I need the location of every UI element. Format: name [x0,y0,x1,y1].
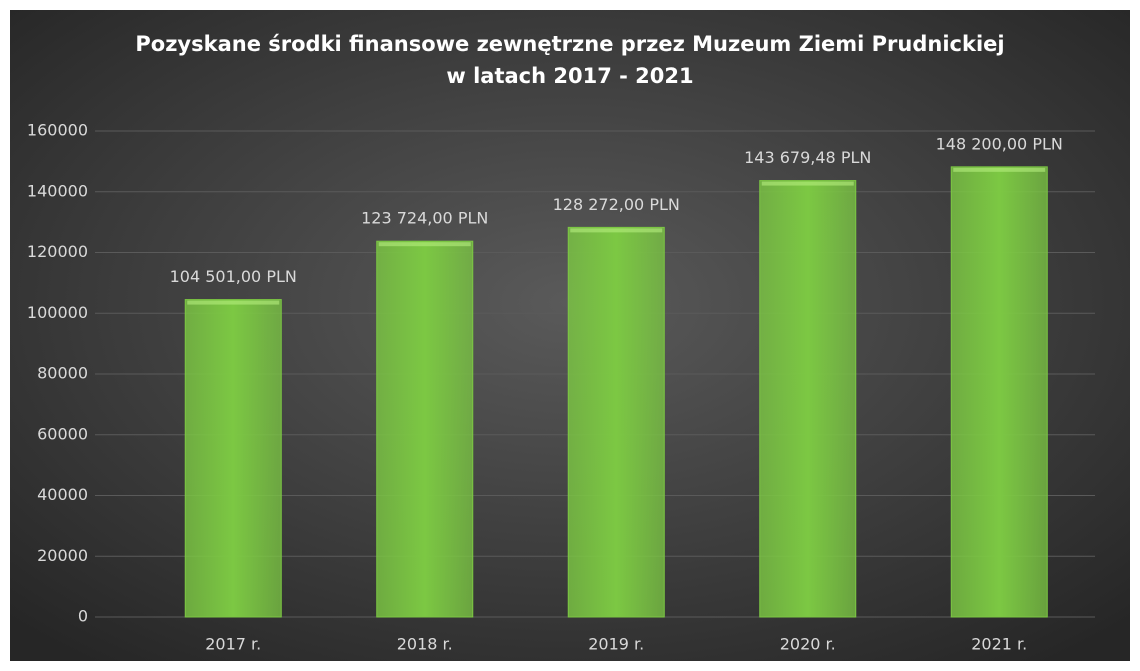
x-tick-label: 2017 r. [205,635,261,654]
chart-title: Pozyskane środki finansowe zewnętrzne pr… [135,32,1004,56]
y-tick-label: 160000 [27,121,88,140]
y-tick-label: 0 [78,607,88,626]
bar-bevel [378,242,471,247]
x-tick-label: 2019 r. [588,635,644,654]
data-label: 128 272,00 PLN [553,195,680,214]
bar-bevel [570,228,663,233]
data-label: 104 501,00 PLN [170,267,297,286]
x-tick-label: 2018 r. [397,635,453,654]
y-tick-label: 120000 [27,242,88,261]
x-tick-label: 2020 r. [780,635,836,654]
y-tick-label: 140000 [27,181,88,200]
x-tick-label: 2021 r. [971,635,1027,654]
bar [950,166,1048,618]
y-tick-label: 80000 [37,364,88,383]
bar [567,226,665,618]
y-tick-label: 60000 [37,424,88,443]
data-label: 123 724,00 PLN [361,209,488,228]
bar [759,180,857,618]
y-tick-label: 100000 [27,303,88,322]
y-tick-label: 40000 [37,485,88,504]
data-label: 148 200,00 PLN [936,134,1063,153]
bar [184,299,282,618]
data-label: 143 679,48 PLN [744,148,871,167]
y-tick-label: 20000 [37,546,88,565]
bar-bevel [761,181,854,186]
bar-bevel [953,167,1046,172]
bar-bevel [187,300,280,305]
bar [376,240,474,618]
chart-title: w latach 2017 - 2021 [446,64,693,88]
